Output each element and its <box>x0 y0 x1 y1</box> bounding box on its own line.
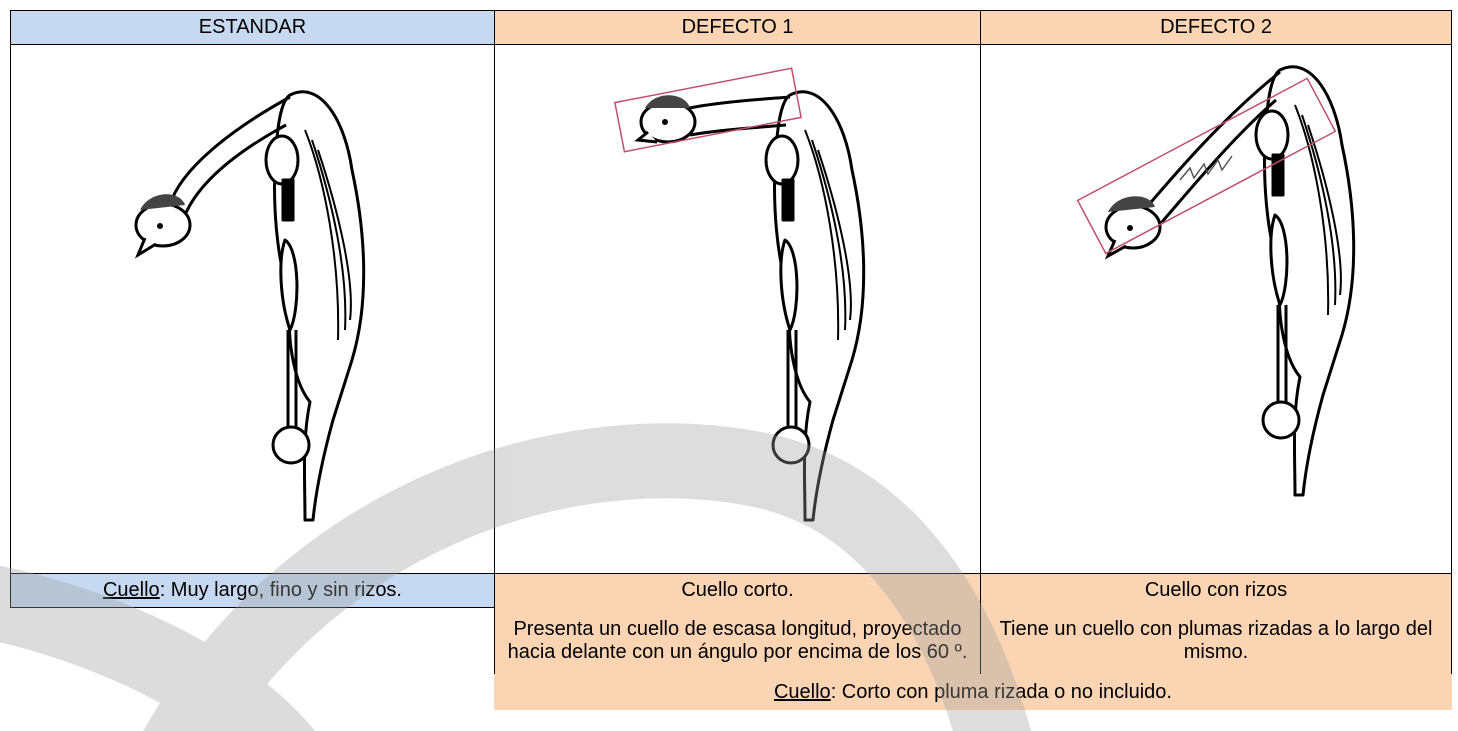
feature-label: Cuello <box>102 579 160 601</box>
feature-desc: : Muy largo, fino y sin rizos. <box>159 579 402 601</box>
summary-text: Cuello: Corto con pluma rizada o no incl… <box>774 681 1172 704</box>
header-cell: ESTANDAR <box>10 10 495 45</box>
summary-desc: : Corto con pluma rizada o no incluido. <box>830 680 1172 703</box>
header-text: ESTANDAR <box>198 16 307 38</box>
header-cell: DEFECTO 2 <box>980 10 1452 45</box>
feature-cell: Cuello con rizos <box>980 573 1452 608</box>
header-cell: DEFECTO 1 <box>494 10 981 45</box>
summary-cell: Cuello: Corto con pluma rizada o no incl… <box>494 674 1452 710</box>
description-text: Tiene un cuello con plumas rizadas a lo … <box>999 617 1433 663</box>
header-text: DEFECTO 1 <box>681 16 794 38</box>
image-cell <box>494 44 981 574</box>
feature-text: Cuello con rizos <box>1144 579 1288 601</box>
header-text: DEFECTO 2 <box>1160 16 1272 38</box>
feature-text: Cuello: Muy largo, fino y sin rizos. <box>103 579 402 602</box>
summary-label: Cuello <box>773 680 831 703</box>
description-text: Presenta un cuello de escasa longitud, p… <box>507 617 968 663</box>
image-cell <box>10 44 495 574</box>
feature-text: Cuello corto. <box>681 579 794 601</box>
image-cell <box>980 44 1452 574</box>
description-cell: Tiene un cuello con plumas rizadas a lo … <box>980 607 1452 675</box>
description-cell: Presenta un cuello de escasa longitud, p… <box>494 607 981 675</box>
feature-cell: Cuello: Muy largo, fino y sin rizos. <box>10 573 495 608</box>
feature-cell: Cuello corto. <box>494 573 981 608</box>
